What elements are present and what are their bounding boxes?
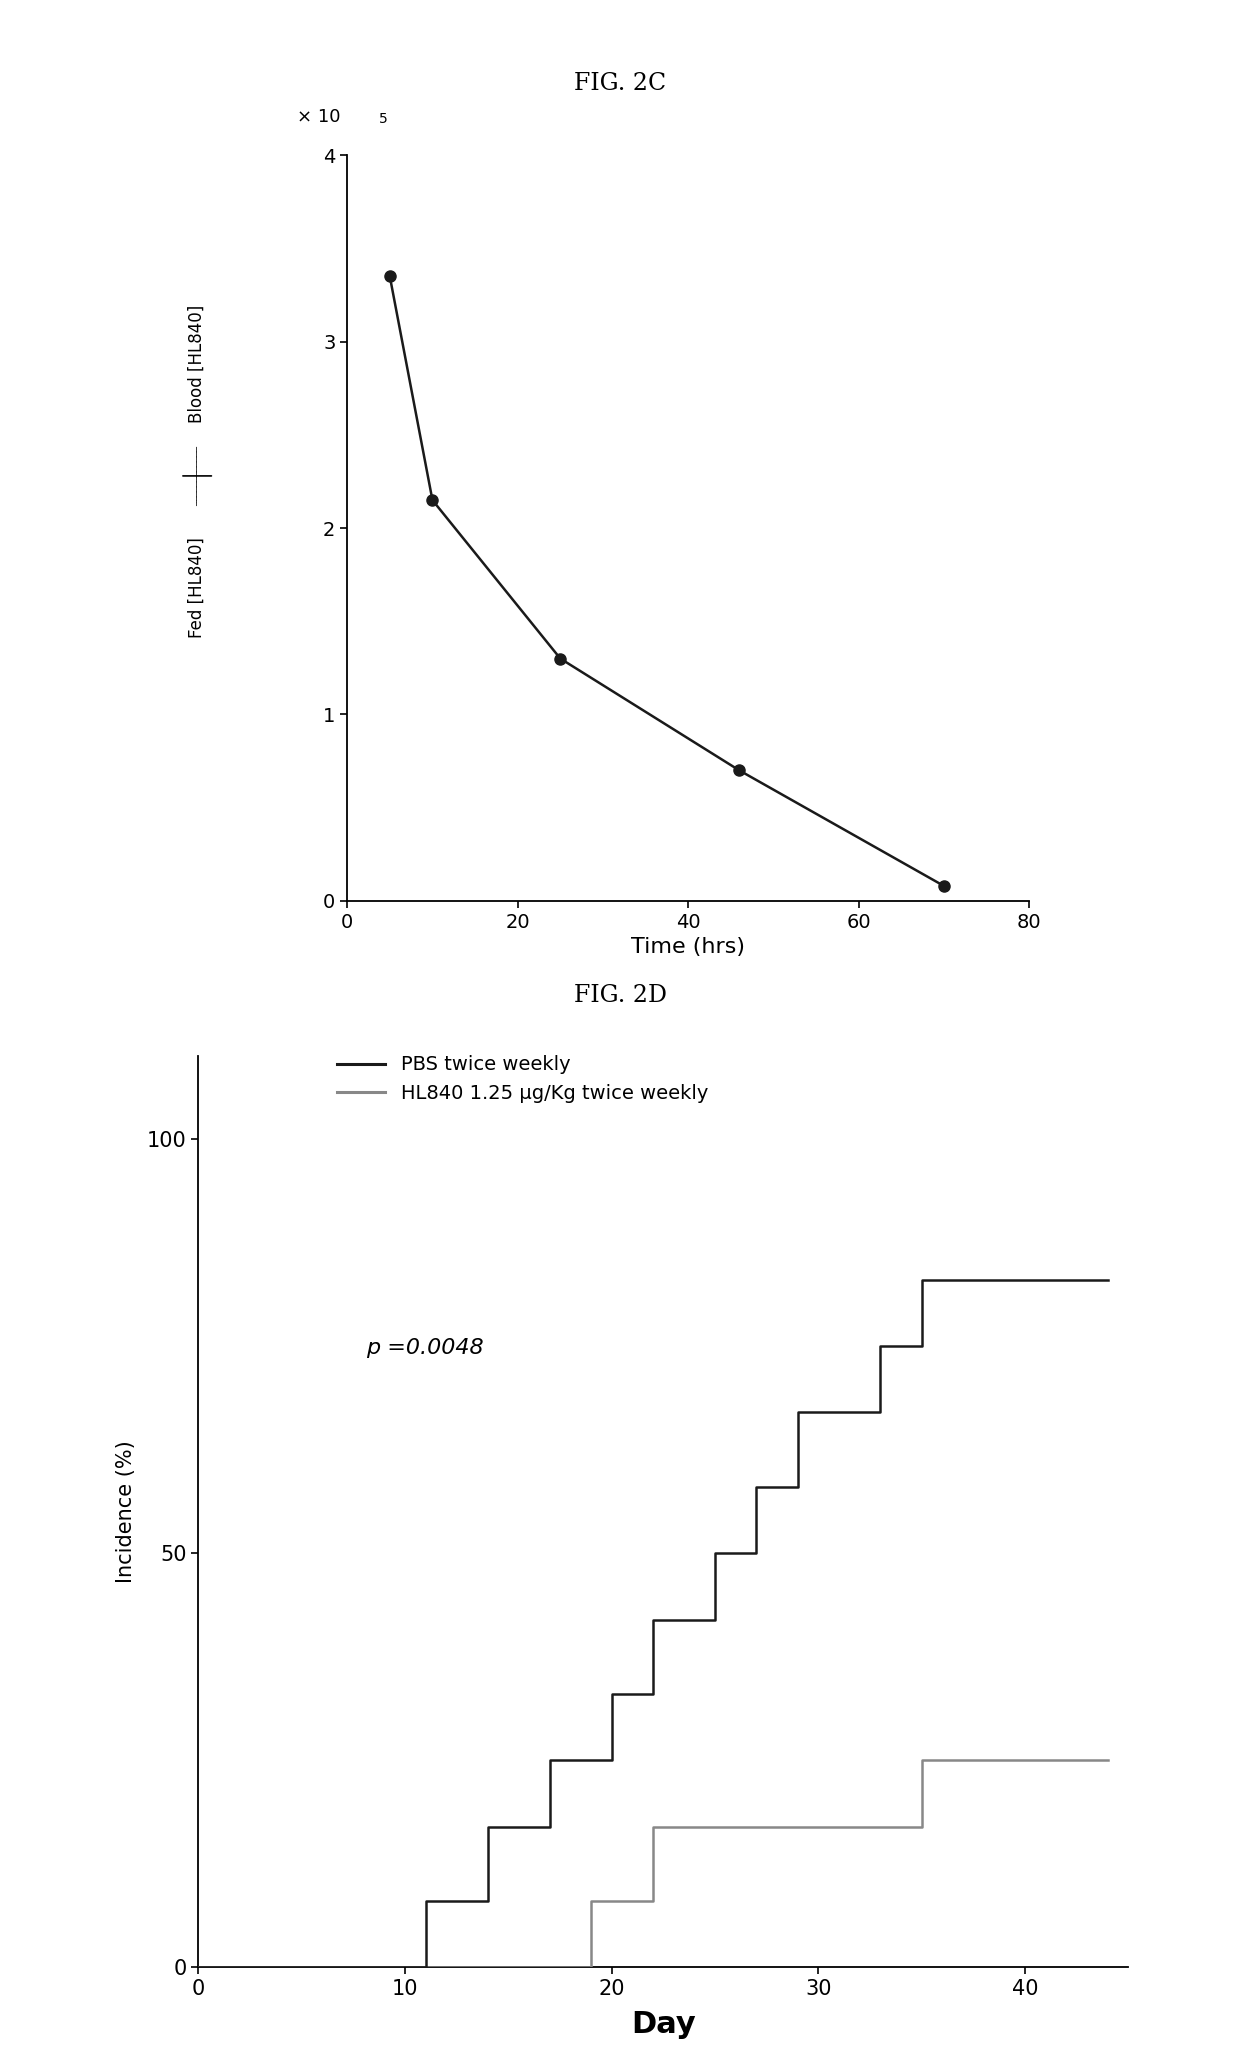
Text: Blood [HL840]: Blood [HL840] [188,304,206,422]
Text: 5: 5 [379,112,388,126]
Legend: PBS twice weekly, HL840 1.25 μg/Kg twice weekly: PBS twice weekly, HL840 1.25 μg/Kg twice… [329,1048,717,1110]
Y-axis label: Incidence (%): Incidence (%) [115,1441,135,1582]
Text: ────────────: ──────────── [192,445,202,505]
Text: × 10: × 10 [296,108,340,126]
X-axis label: Time (hrs): Time (hrs) [631,938,745,957]
Text: Fed [HL840]: Fed [HL840] [188,536,206,638]
Text: FIG. 2D: FIG. 2D [573,984,667,1007]
Text: FIG. 2C: FIG. 2C [574,72,666,95]
Text: p =0.0048: p =0.0048 [366,1338,484,1359]
X-axis label: Day: Day [631,2011,696,2040]
